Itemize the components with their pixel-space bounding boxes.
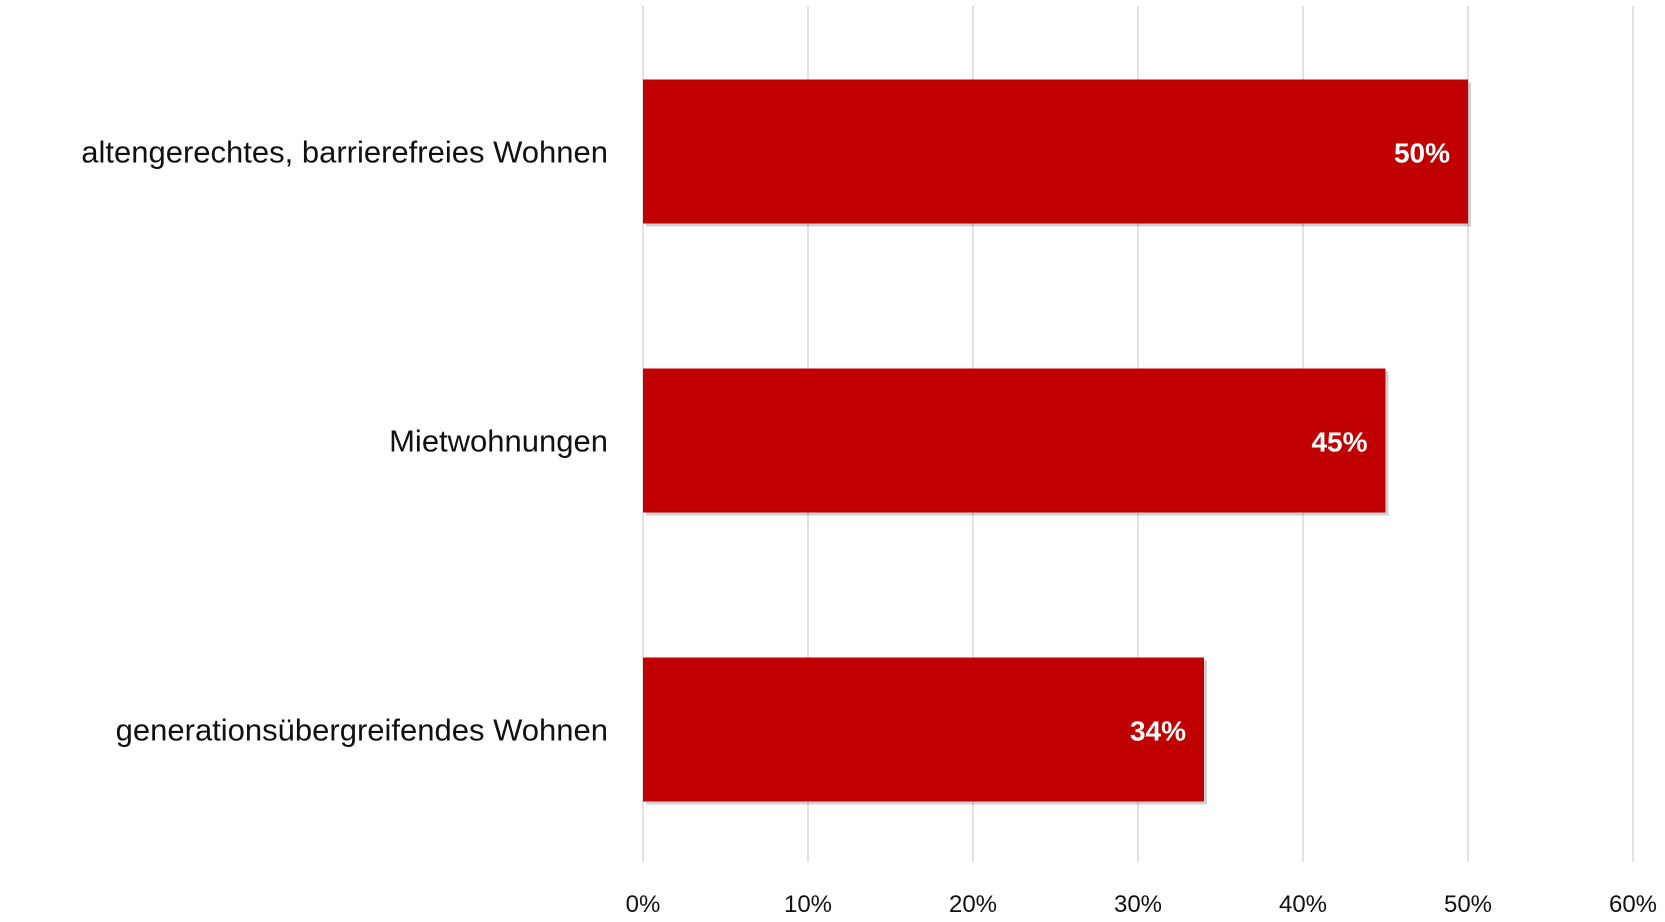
x-tick-label: 60% (1609, 891, 1657, 918)
x-tick-label: 20% (949, 891, 997, 918)
bar (643, 657, 1204, 802)
category-label: Mietwohnungen (389, 424, 608, 459)
bar (643, 368, 1386, 513)
category-label: generationsübergreifendes Wohnen (116, 713, 608, 748)
x-tick-label: 10% (784, 891, 832, 918)
x-tick-label: 40% (1279, 891, 1327, 918)
x-tick-label: 0% (626, 891, 661, 918)
category-label: altengerechtes, barrierefreies Wohnen (81, 135, 608, 170)
x-tick-label: 50% (1444, 891, 1492, 918)
bar (643, 79, 1468, 224)
data-label: 34% (1130, 716, 1186, 747)
bar-layer (643, 79, 1471, 805)
x-tick-label: 30% (1114, 891, 1162, 918)
label-layer: 0% 10% 20% 30% 40% 50% 60% altengerechtes, barr… (81, 135, 1657, 919)
data-label: 45% (1311, 427, 1367, 458)
data-label: 50% (1394, 138, 1450, 169)
